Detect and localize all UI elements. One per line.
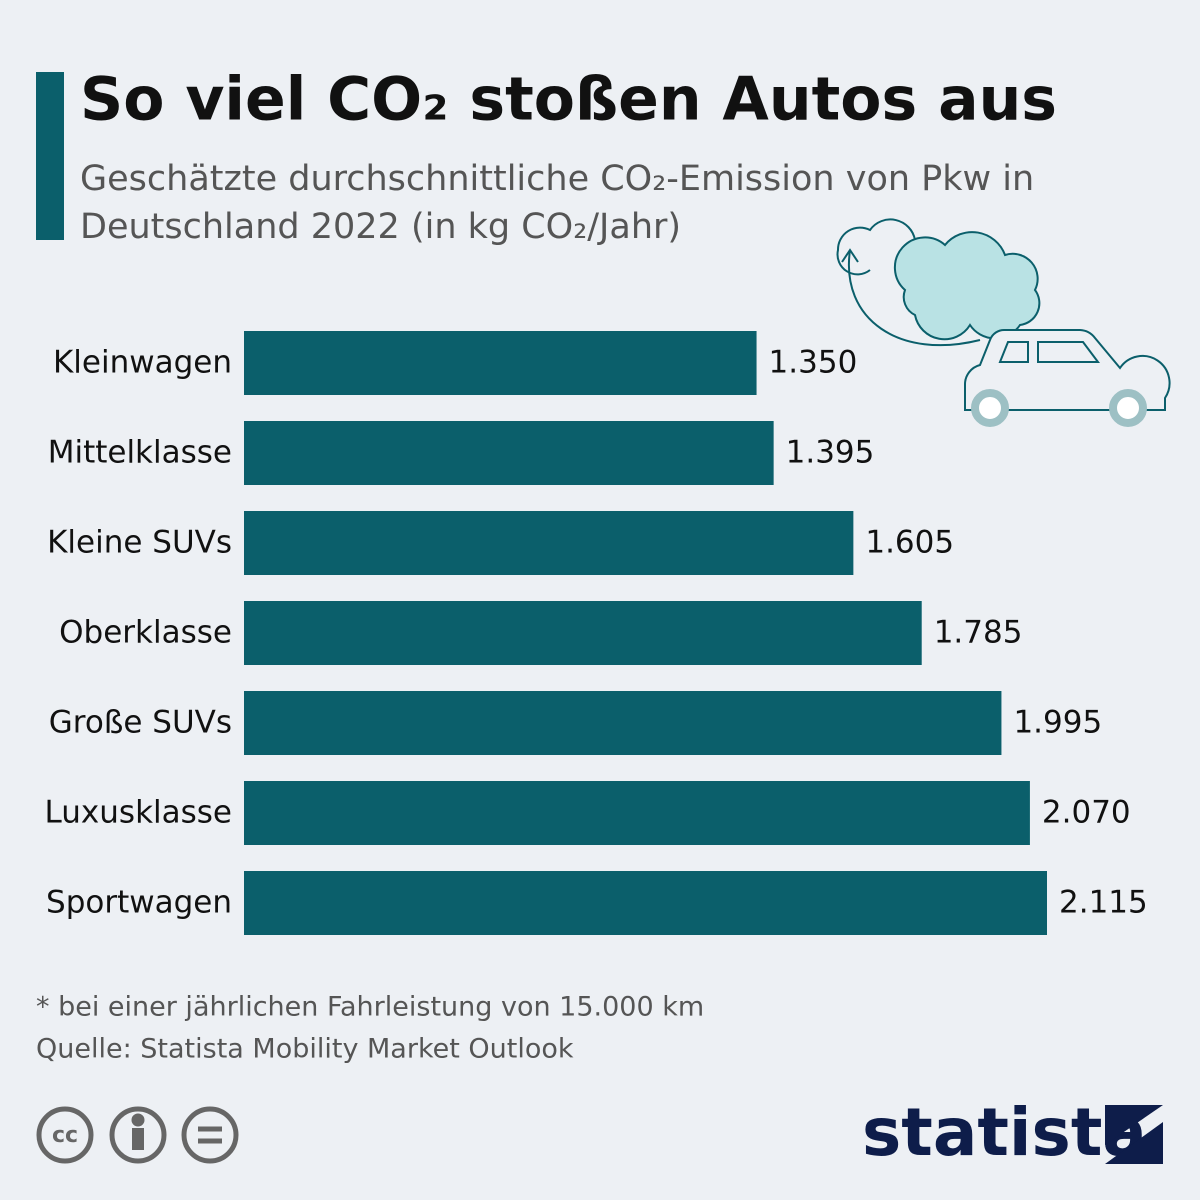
brand-logo: statista — [862, 1094, 1147, 1171]
bar — [244, 781, 1030, 845]
car-illustration — [836, 218, 1171, 427]
value-label: 1.995 — [1013, 705, 1102, 741]
bar — [244, 691, 1002, 755]
value-label: 1.395 — [786, 435, 875, 471]
category-label: Große SUVs — [49, 705, 232, 741]
category-label: Sportwagen — [46, 885, 232, 921]
brand-icon — [1105, 1105, 1163, 1164]
bar — [244, 871, 1047, 935]
chart-subtitle: Geschätzte durchschnittliche CO₂-Emissio… — [80, 159, 1034, 199]
chart-subtitle: Deutschland 2022 (in kg CO₂/Jahr) — [80, 207, 681, 247]
source: Quelle: Statista Mobility Market Outlook — [36, 1034, 574, 1065]
value-label: 1.350 — [769, 345, 858, 381]
category-label: Luxusklasse — [45, 795, 232, 831]
bar — [244, 331, 757, 395]
footnote: * bei einer jährlichen Fahrleistung von … — [36, 992, 704, 1023]
bar — [244, 511, 854, 575]
chart-title: So viel CO₂ stoßen Autos aus — [80, 65, 1057, 135]
bar — [244, 601, 922, 665]
value-label: 2.115 — [1059, 885, 1148, 921]
accent-bar — [36, 72, 64, 240]
value-label: 1.785 — [934, 615, 1023, 651]
license-icons: cc — [36, 1106, 239, 1164]
category-label: Oberklasse — [59, 615, 232, 651]
value-label: 1.605 — [865, 525, 954, 561]
category-label: Kleinwagen — [53, 345, 232, 381]
bar — [244, 421, 774, 485]
svg-text:cc: cc — [52, 1123, 78, 1148]
category-label: Mittelklasse — [48, 435, 232, 471]
value-label: 2.070 — [1042, 795, 1131, 831]
category-label: Kleine SUVs — [47, 525, 232, 561]
